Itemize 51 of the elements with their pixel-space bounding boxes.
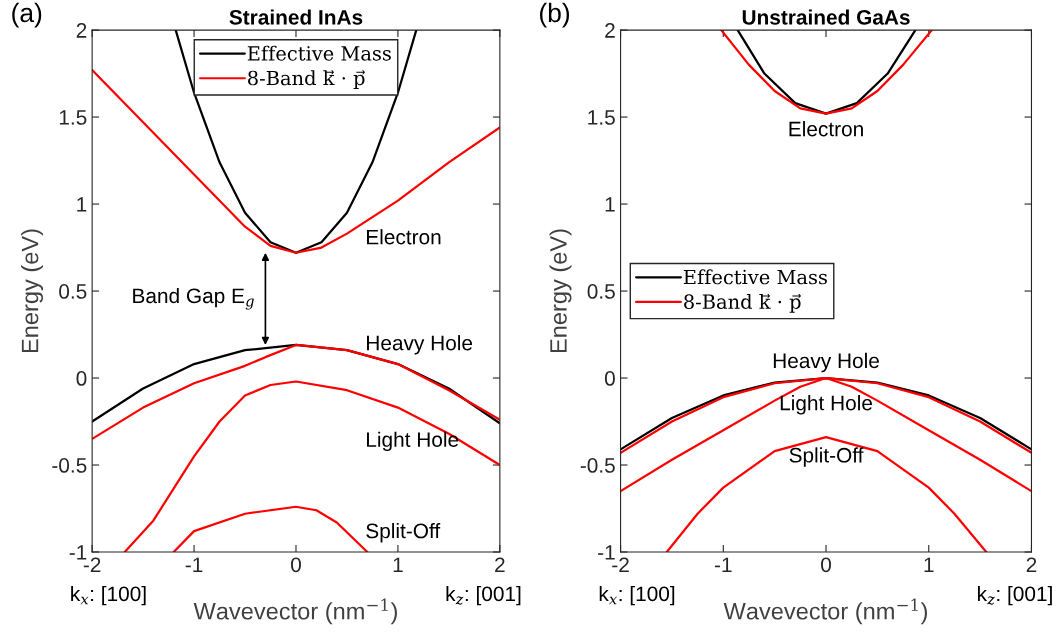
x-tick-label: 2 <box>1026 557 1037 572</box>
x-axis-title: Wavevector (nm$^{−1}$) <box>193 598 397 625</box>
text: (b) <box>540 2 570 28</box>
line-series <box>720 30 933 115</box>
y-tick-label: 0 <box>76 371 87 386</box>
annotation: Electron <box>789 121 863 137</box>
x-tick-label: -1 <box>714 557 732 572</box>
x-tick-label: 1 <box>924 557 934 572</box>
line-series <box>92 68 500 254</box>
text: k$_{z}$: [001] <box>978 585 1052 606</box>
annotation: Heavy Hole <box>367 335 473 355</box>
y-tick-label: 0 <box>604 371 615 386</box>
annotation: Electron <box>367 229 441 245</box>
text: (a) <box>12 2 42 28</box>
y-tick-label: 2 <box>605 23 615 38</box>
y-axis-title: Energy (eV) <box>21 229 44 353</box>
text: k$_{x}$: [100] <box>71 585 146 606</box>
legend-label: Effective Mass <box>247 45 391 61</box>
line-series <box>123 380 500 552</box>
y-tick-label: 1.5 <box>588 110 615 125</box>
x-tick-label: -1 <box>185 557 203 572</box>
annotation: Light Hole <box>780 395 872 415</box>
text: k$_{z}$: [001] <box>446 585 521 606</box>
chart-title: Unstrained GaAs <box>742 9 910 25</box>
x-tick-label: 0 <box>821 557 831 573</box>
y-tick-label: 0.5 <box>587 284 615 299</box>
x-axis-title: Wavevector (nm$^{−1}$) <box>723 598 928 625</box>
legend-label: Effective Mass <box>683 269 827 285</box>
annotation: Split-Off <box>366 522 441 543</box>
y-tick-label: -0.5 <box>580 458 615 473</box>
annotation: Light Hole <box>367 431 459 452</box>
y-tick-label: 1.5 <box>59 110 87 125</box>
y-axis-title: Energy (eV) <box>549 229 572 353</box>
y-tick-label: 1 <box>77 197 87 212</box>
legend-label: 8-Band k⃗ · p⃗ <box>684 293 802 313</box>
annotation: Band Gap E$_{g}$ <box>133 287 254 310</box>
line-series <box>620 376 1032 493</box>
legend-label: 8-Band k⃗ · p⃗ <box>248 70 365 90</box>
x-tick-label: 0 <box>291 557 301 573</box>
y-tick-label: -0.5 <box>52 458 87 473</box>
y-tick-label: 0.5 <box>59 284 87 299</box>
line-series <box>736 30 917 115</box>
x-tick-label: 2 <box>495 557 505 572</box>
line-series <box>665 436 988 552</box>
chart-title: Strained InAs <box>229 9 363 25</box>
y-tick-label: 2 <box>76 23 87 38</box>
text: k$_{x}$: [100] <box>599 585 675 606</box>
annotation: Heavy Hole <box>773 352 879 373</box>
annotation: Split-Off <box>789 447 864 467</box>
x-tick-label: 1 <box>393 557 403 572</box>
y-tick-label: 1 <box>605 197 615 212</box>
